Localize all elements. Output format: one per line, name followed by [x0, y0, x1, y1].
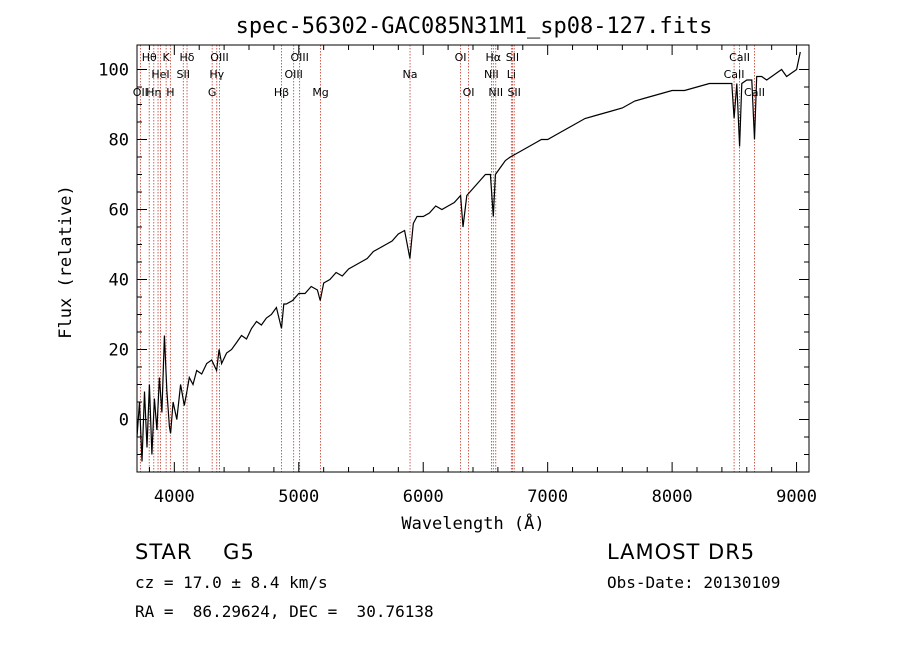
y-tick-label: 60 — [109, 201, 129, 221]
line-marker-label: CaII — [729, 51, 750, 64]
y-tick-label: 100 — [98, 61, 129, 81]
survey-label: LAMOST DR5 — [607, 540, 756, 564]
line-marker-label: SII — [177, 68, 190, 81]
chart-title: spec-56302-GAC085N31M1_sp08-127.fits — [236, 14, 713, 39]
line-marker-label: OI — [463, 86, 475, 99]
line-marker-label: K — [163, 51, 171, 64]
line-marker-label: CaII — [724, 68, 745, 81]
line-marker-label: NII — [488, 86, 503, 99]
x-tick-label: 4000 — [154, 487, 195, 507]
line-marker-label: OIII — [290, 51, 308, 64]
y-axis-label: Flux (relative) — [56, 185, 76, 339]
x-tick-label: 8000 — [652, 487, 693, 507]
line-marker-label: Hβ — [274, 86, 289, 99]
line-marker-label: Mg — [312, 86, 328, 99]
line-marker-label: G — [208, 86, 217, 99]
line-marker-label: Hγ — [209, 68, 224, 81]
y-tick-label: 40 — [109, 271, 129, 291]
line-marker-label: Li — [507, 68, 516, 81]
x-tick-label: 6000 — [403, 487, 444, 507]
spectral-line-markers — [139, 45, 755, 472]
line-marker-label: Hη — [146, 86, 161, 99]
line-marker-label: Hα — [486, 51, 502, 64]
line-marker-label: Na — [403, 68, 418, 81]
y-axis-ticks: 0 20 40 60 80 100 — [98, 61, 809, 455]
line-marker-label: SII — [507, 86, 520, 99]
x-tick-label: 5000 — [278, 487, 319, 507]
line-marker-label: Hθ — [142, 51, 157, 64]
coordinates-text: RA = 86.29624, DEC = 30.76138 — [135, 602, 434, 621]
line-marker-label: CaII — [744, 86, 765, 99]
line-marker-label: SII — [506, 51, 519, 64]
x-axis-label: Wavelength (Å) — [401, 512, 544, 534]
spectrum-line — [136, 51, 801, 462]
line-marker-label: OI — [455, 51, 467, 64]
y-tick-label: 80 — [109, 131, 129, 151]
object-class-label: STAR G5 — [135, 540, 255, 564]
line-marker-label: OIII — [284, 68, 302, 81]
observation-date-text: Obs-Date: 20130109 — [607, 573, 781, 592]
line-marker-label: H — [166, 86, 174, 99]
y-tick-label: 20 — [109, 341, 129, 361]
line-marker-label: Hδ — [180, 51, 195, 64]
x-axis-ticks: 4000 5000 6000 7000 8000 9000 — [148, 45, 817, 507]
line-marker-label: OIII — [210, 51, 228, 64]
plot-frame — [136, 44, 810, 473]
line-marker-label: HeI — [151, 68, 169, 81]
redshift-text: cz = 17.0 ± 8.4 km/s — [135, 573, 328, 592]
y-tick-label: 0 — [119, 411, 129, 431]
x-tick-label: 9000 — [776, 487, 817, 507]
spectral-line-labels: OIIHθHηHeIKHSIIHδGHγOIIIHβOIIIOIIIMgNaOI… — [133, 51, 765, 99]
line-marker-label: NII — [484, 68, 499, 81]
x-tick-label: 7000 — [527, 487, 568, 507]
